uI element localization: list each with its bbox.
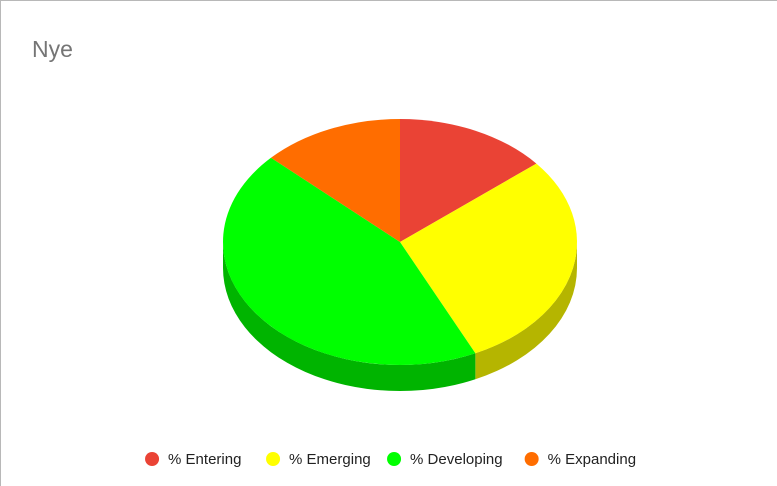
legend-marker-1 (145, 452, 160, 466)
legend-marker-3 (387, 452, 402, 466)
pie-top-faces (223, 119, 577, 365)
chart-title: Nye (32, 36, 73, 62)
pie-slice-side-2 (475, 242, 577, 380)
legend-label-4[interactable]: % Expanding (548, 451, 636, 468)
pie-slice-1[interactable] (400, 119, 537, 242)
pie-slice-4[interactable] (270, 119, 400, 242)
pie-side-walls (223, 242, 577, 391)
pie-slice-2[interactable] (400, 163, 577, 354)
pie-slice-side-3 (223, 242, 476, 391)
legend-label-3[interactable]: % Developing (410, 451, 503, 468)
pie-slice-3[interactable] (223, 157, 476, 365)
legend-marker-4 (524, 452, 539, 466)
legend-marker-2 (266, 452, 281, 466)
chart-legend: % Entering % Emerging % Developing % Expand… (145, 451, 636, 468)
legend-label-1[interactable]: % Entering (168, 451, 241, 468)
legend-label-2[interactable]: % Emerging (289, 451, 371, 468)
